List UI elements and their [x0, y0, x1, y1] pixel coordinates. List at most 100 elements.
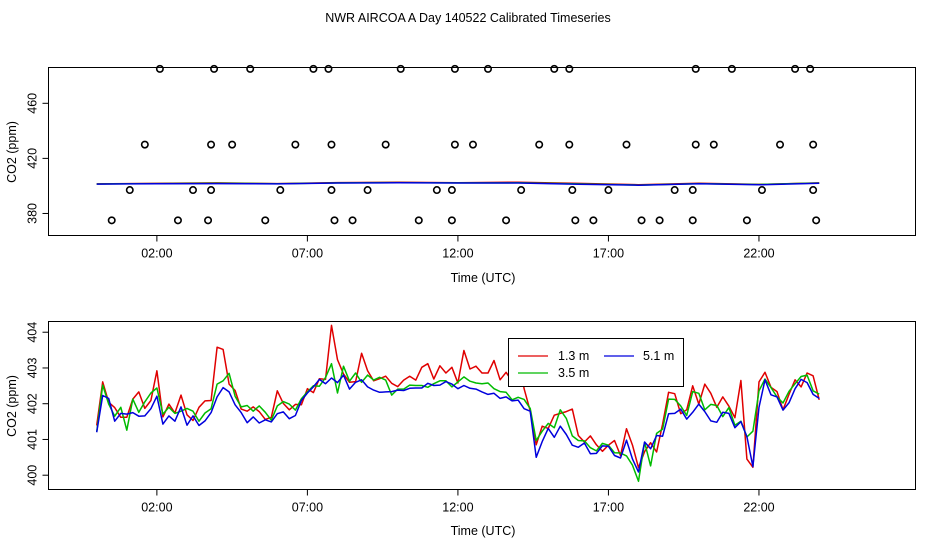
top-scatter-point: [363, 186, 372, 195]
top-x-tick-label: 22:00: [743, 247, 774, 261]
top-scatter-point: [688, 186, 697, 195]
top-scatter-point: [757, 186, 766, 195]
legend: 1.3 m 5.1 m 3.5 m: [508, 338, 684, 387]
top-scatter-point: [502, 216, 511, 225]
bottom-series-line-51m: [95, 374, 820, 473]
top-scatter-point: [228, 140, 237, 149]
top-scatter-point: [812, 216, 821, 225]
bottom-x-axis-label: Time (UTC): [451, 524, 516, 538]
top-scatter-point: [809, 140, 818, 149]
top-scatter-point: [261, 216, 270, 225]
top-scatter-point: [709, 140, 718, 149]
bottom-x-tick-label: 07:00: [292, 501, 323, 515]
bottom-x-tick-label: 17:00: [593, 501, 624, 515]
top-scatter-point: [535, 140, 544, 149]
bottom-x-axis: 02:00 07:00 12:00 17:00 22:00: [141, 489, 775, 515]
top-scatter-point: [727, 64, 736, 73]
top-scatter-point: [447, 216, 456, 225]
top-x-tick-label: 07:00: [292, 247, 323, 261]
top-scatter-point: [571, 216, 580, 225]
top-scatter-point: [173, 216, 182, 225]
top-scatter-point: [637, 216, 646, 225]
top-scatter-point: [207, 186, 216, 195]
top-plot-points: [107, 64, 821, 225]
top-scatter-point: [550, 64, 559, 73]
top-scatter-point: [742, 216, 751, 225]
top-scatter-point: [806, 64, 815, 73]
top-scatter-point: [670, 186, 679, 195]
bottom-y-tick-label: 402: [26, 393, 40, 414]
top-scatter-point: [450, 140, 459, 149]
top-scatter-point: [568, 186, 577, 195]
top-x-axis-label: Time (UTC): [451, 271, 516, 285]
bottom-plot-frame: [48, 321, 916, 490]
top-scatter-point: [604, 186, 613, 195]
figure-title: NWR AIRCOA A Day 140522 Calibrated Times…: [325, 11, 611, 25]
bottom-y-axis-label: CO2 (ppm): [5, 375, 19, 437]
bottom-x-tick-label: 12:00: [442, 501, 473, 515]
bottom-y-axis: 400 401 402 403 404: [26, 322, 49, 486]
top-scatter-point: [791, 64, 800, 73]
top-scatter-point: [622, 140, 631, 149]
bottom-x-tick-label: 02:00: [141, 501, 172, 515]
top-scatter-point: [327, 140, 336, 149]
top-scatter-point: [125, 186, 134, 195]
bottom-series-line-35m: [95, 362, 820, 483]
legend-box: [508, 338, 684, 387]
top-scatter-point: [809, 186, 818, 195]
top-panel: 02:00 07:00 12:00 17:00 22:00 380 420 460 Time…: [5, 64, 916, 285]
bottom-y-tick-label: 403: [26, 357, 40, 378]
top-scatter-point: [330, 216, 339, 225]
top-plot-lines: [96, 181, 820, 186]
bottom-panel: 02:00 07:00 12:00 17:00 22:00 40040140240340…: [5, 321, 916, 538]
top-y-tick-label: 420: [26, 148, 40, 169]
top-scatter-point: [309, 64, 318, 73]
top-scatter-point: [210, 64, 219, 73]
top-scatter-point: [204, 216, 213, 225]
top-scatter-point: [589, 216, 598, 225]
top-scatter-point: [155, 64, 164, 73]
top-y-tick-label: 380: [26, 203, 40, 224]
top-scatter-point: [107, 216, 116, 225]
top-series-line-51m: [96, 182, 820, 186]
top-scatter-point: [414, 216, 423, 225]
top-scatter-point: [381, 140, 390, 149]
top-scatter-point: [565, 140, 574, 149]
legend-label-5-1m: 5.1 m: [643, 349, 674, 363]
top-x-axis: 02:00 07:00 12:00 17:00 22:00: [141, 235, 775, 261]
legend-label-3-5m: 3.5 m: [558, 366, 589, 380]
top-scatter-point: [396, 64, 405, 73]
top-scatter-point: [348, 216, 357, 225]
top-scatter-point: [207, 140, 216, 149]
top-x-tick-label: 12:00: [442, 247, 473, 261]
top-x-tick-label: 02:00: [141, 247, 172, 261]
top-plot-frame: [48, 67, 916, 236]
top-scatter-point: [565, 64, 574, 73]
top-scatter-point: [450, 64, 459, 73]
top-scatter-point: [655, 216, 664, 225]
top-x-tick-label: 17:00: [593, 247, 624, 261]
top-scatter-point: [291, 140, 300, 149]
top-scatter-point: [246, 64, 255, 73]
top-scatter-point: [432, 186, 441, 195]
top-scatter-point: [189, 186, 198, 195]
top-scatter-point: [447, 186, 456, 195]
top-scatter-point: [688, 216, 697, 225]
top-scatter-point: [691, 64, 700, 73]
bottom-y-tick-label: 401: [26, 429, 40, 450]
bottom-y-tick-label: 400: [26, 465, 40, 486]
bottom-plot-lines: [95, 324, 820, 483]
legend-label-1-3m: 1.3 m: [558, 349, 589, 363]
bottom-series-line-13m: [95, 324, 820, 469]
top-y-tick-label: 460: [26, 93, 40, 114]
top-scatter-point: [517, 186, 526, 195]
top-scatter-point: [691, 140, 700, 149]
top-scatter-point: [776, 140, 785, 149]
top-scatter-point: [276, 186, 285, 195]
bottom-y-tick-label: 404: [26, 322, 40, 343]
top-y-axis-label: CO2 (ppm): [5, 121, 19, 183]
bottom-x-tick-label: 22:00: [743, 501, 774, 515]
top-scatter-point: [468, 140, 477, 149]
top-scatter-point: [484, 64, 493, 73]
